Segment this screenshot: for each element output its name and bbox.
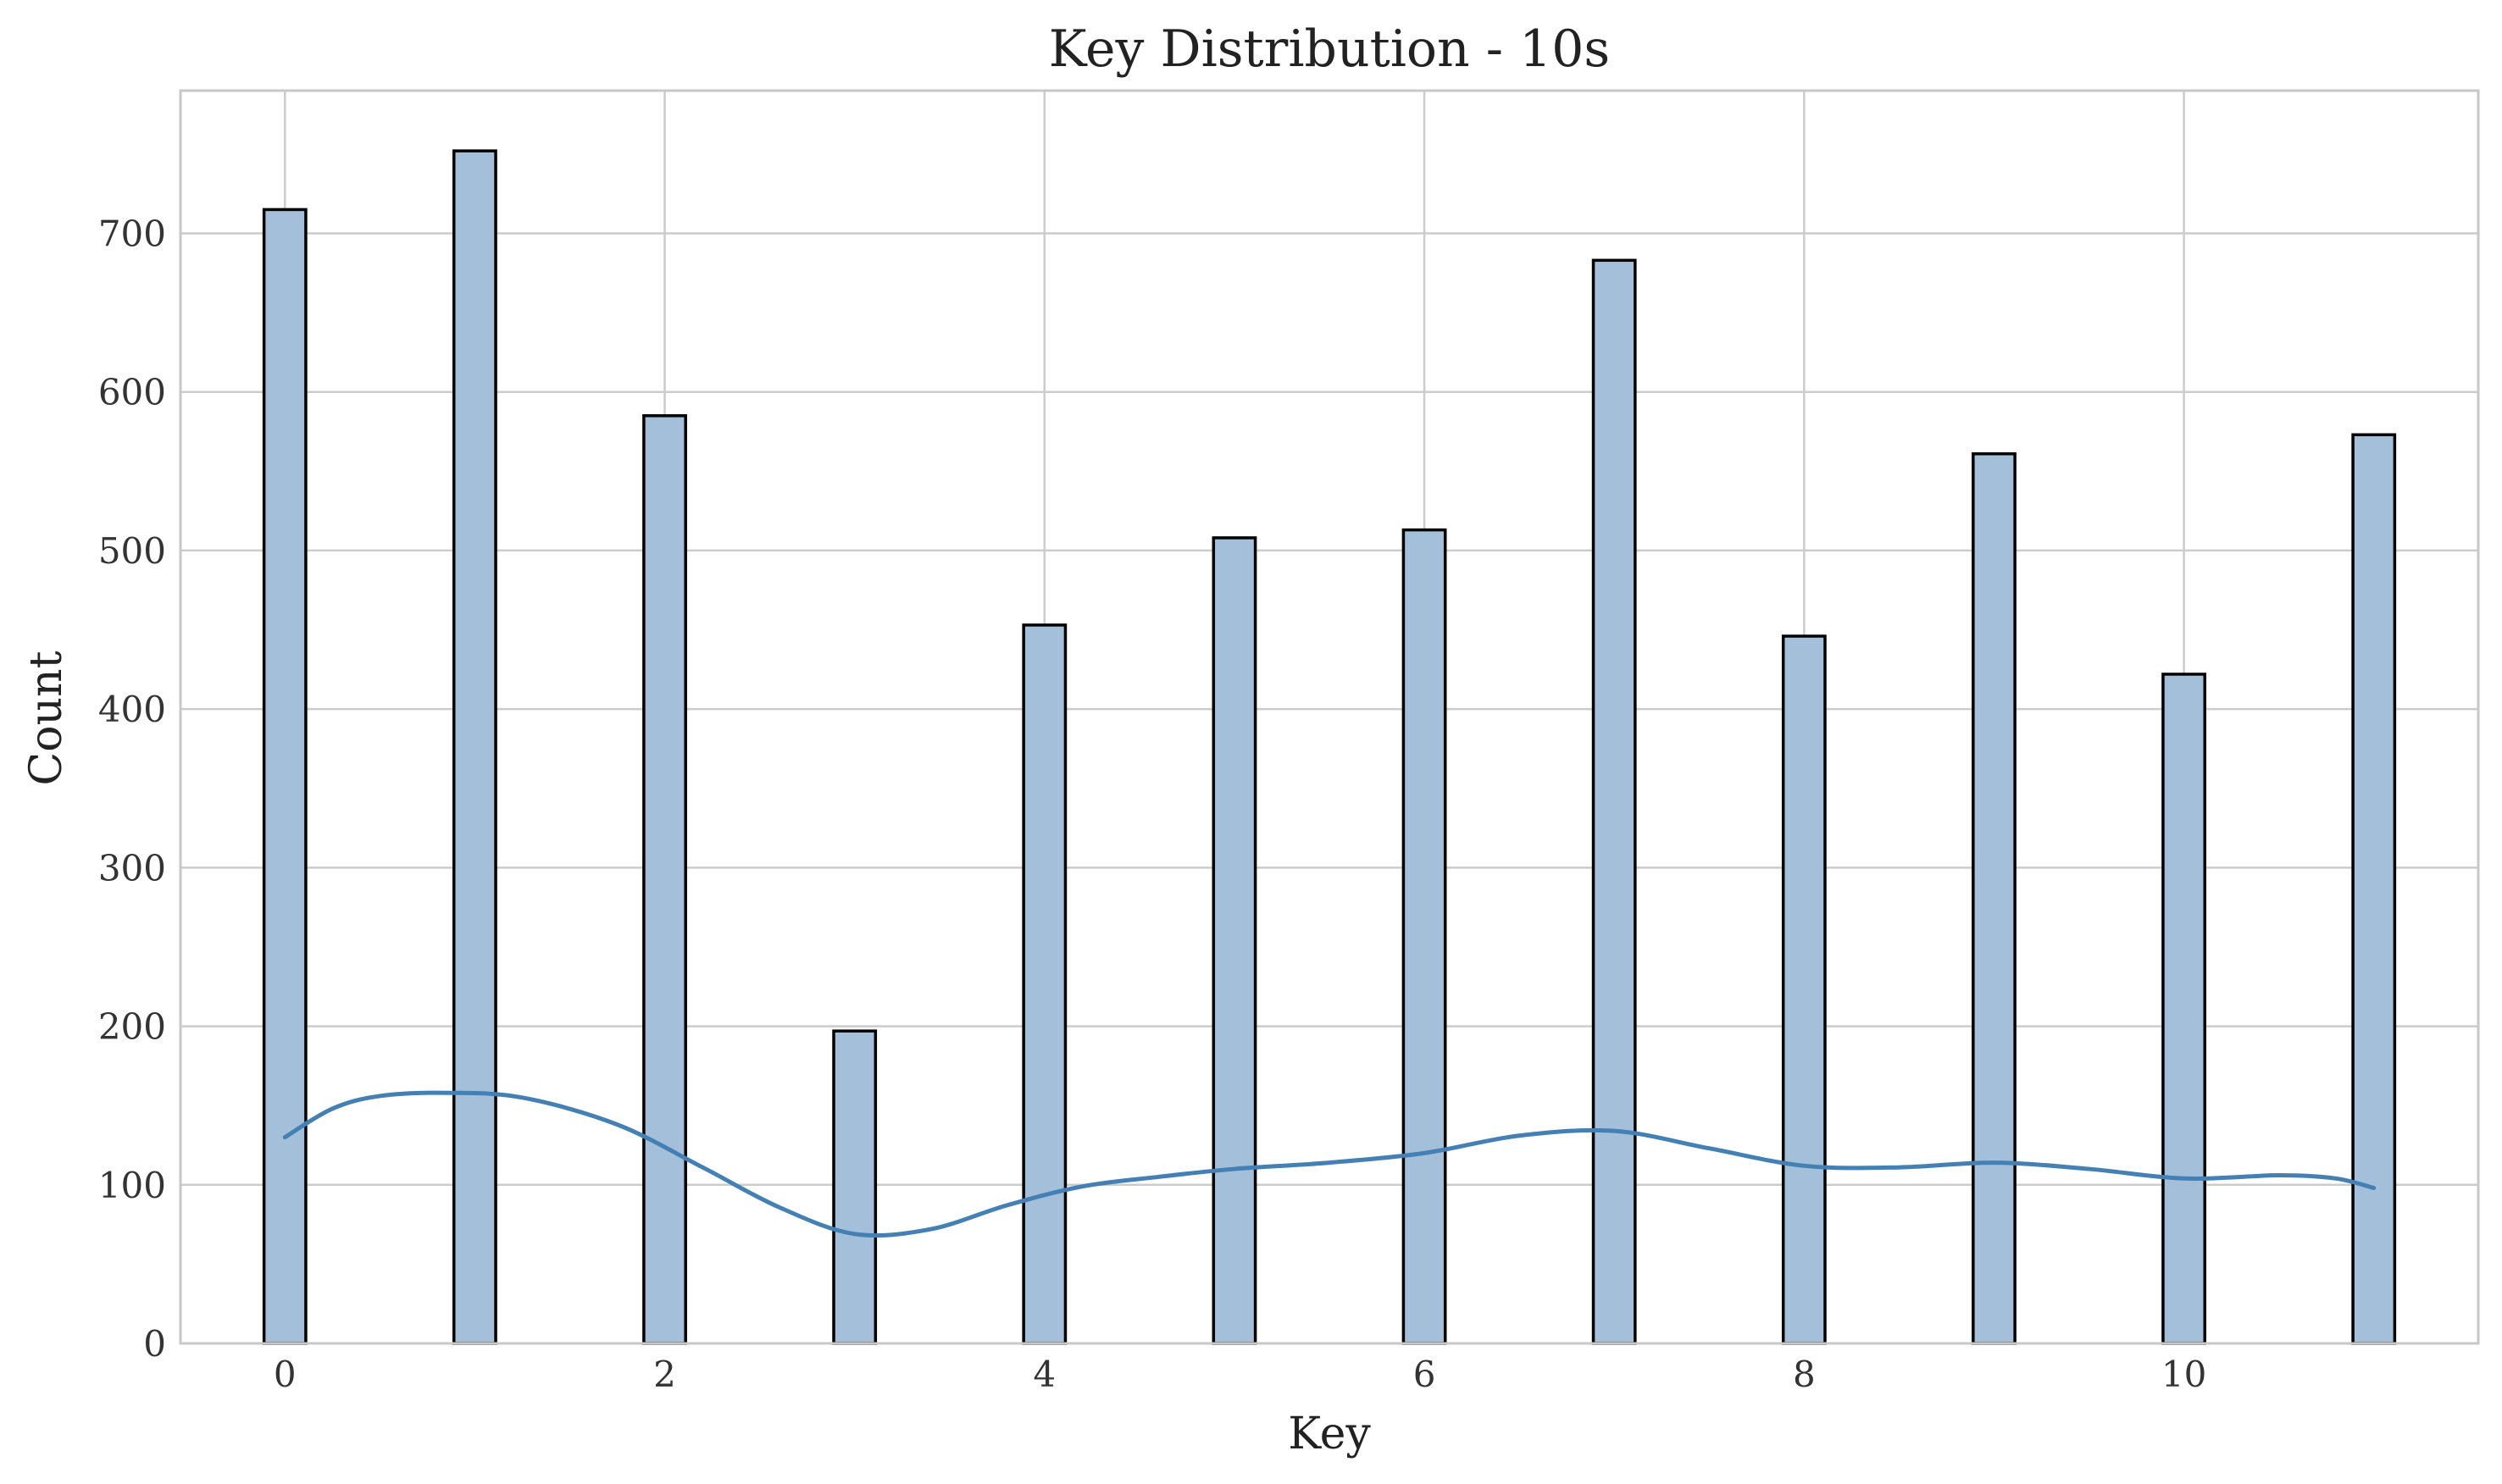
- histogram-bar: [832, 1029, 878, 1345]
- kde-curve-group: [282, 1090, 2377, 1238]
- chart-title: Key Distribution - 10s: [1049, 19, 1610, 79]
- y-tick-label: 200: [98, 1006, 166, 1048]
- x-tick-label: 6: [1413, 1354, 1436, 1395]
- histogram-bar: [262, 208, 308, 1345]
- y-tick-label: 100: [98, 1165, 166, 1206]
- y-tick-label: 0: [143, 1323, 166, 1365]
- x-tick-label: 4: [1033, 1354, 1056, 1395]
- y-tick-label: 600: [98, 372, 166, 413]
- histogram-bar: [1401, 528, 1447, 1345]
- histogram-bar: [2161, 673, 2206, 1345]
- histogram-bar: [2351, 433, 2397, 1345]
- y-tick-label: 500: [98, 530, 166, 572]
- kde-line: [282, 1090, 2377, 1238]
- y-tick-label: 400: [98, 689, 166, 730]
- histogram-bar: [452, 149, 497, 1345]
- histogram-bar: [1022, 623, 1068, 1345]
- bars: [262, 149, 2397, 1345]
- x-tick-label: 0: [274, 1354, 297, 1395]
- y-axis-label: Count: [21, 651, 72, 785]
- histogram-bar: [642, 414, 687, 1345]
- x-tick-label: 2: [653, 1354, 676, 1395]
- histogram-bar: [1212, 536, 1257, 1345]
- histogram-bar: [1781, 634, 1827, 1345]
- y-tick-label: 700: [98, 213, 166, 254]
- x-tick-labels: 0 2 4 6 8 10: [274, 1354, 2206, 1395]
- x-axis-label: Key: [1288, 1409, 1371, 1459]
- histogram-bar: [1972, 451, 2017, 1345]
- x-tick-label: 8: [1793, 1354, 1816, 1395]
- x-tick-label: 10: [2161, 1354, 2206, 1395]
- plot-frame: [179, 89, 2480, 1345]
- grid: [180, 91, 2478, 1345]
- y-tick-labels: 0 100 200 300 400 500 600 700: [98, 213, 166, 1365]
- y-tick-label: 300: [98, 847, 166, 889]
- histogram-bar: [1591, 258, 1637, 1345]
